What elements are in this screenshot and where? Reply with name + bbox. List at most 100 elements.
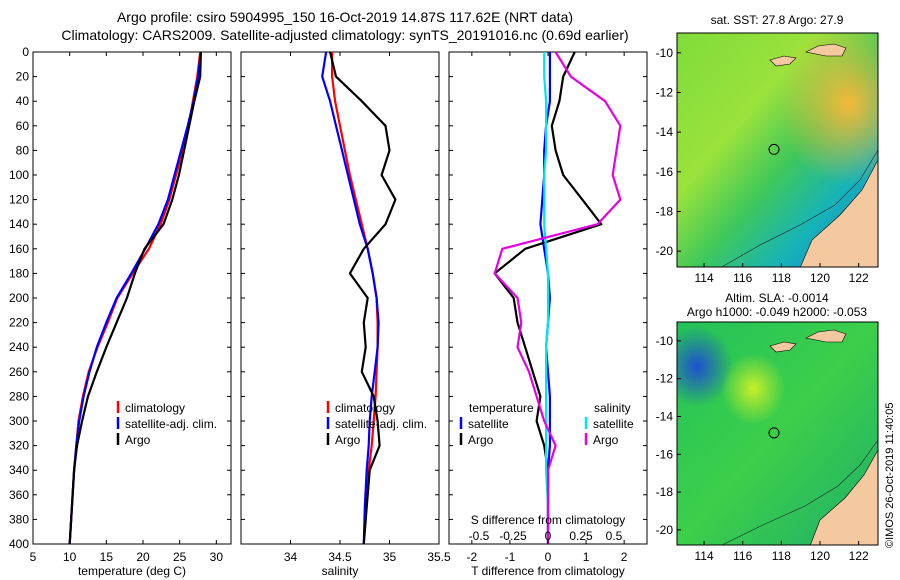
map-x-tick-label: 114 [694, 549, 713, 563]
map-y-tick-label: -10 [656, 46, 674, 60]
map-y-tick-label: -18 [656, 485, 674, 499]
x-tick-label: 35.5 [427, 550, 451, 564]
top-x-tick-label: 0.25 [569, 529, 593, 543]
argo-position-marker [768, 427, 780, 439]
map-y-tick-label: -12 [656, 85, 674, 99]
salinity-series [321, 52, 397, 544]
x-tick-label: 25 [173, 550, 187, 564]
map-y-tick-label: -20 [656, 244, 674, 258]
depth-tick-label: 140 [9, 217, 29, 231]
argo-position-marker [768, 143, 780, 155]
x-tick-label: 15 [100, 550, 114, 564]
map-y-tick-label: -10 [656, 334, 674, 348]
map-y-tick-label: -14 [656, 409, 674, 423]
legend-t-satellite: satellite [468, 417, 509, 431]
title-line-1: Argo profile: csiro 5904995_150 16-Oct-2… [117, 9, 573, 25]
map-y-tick-label: -12 [656, 372, 674, 386]
legend-satellite: satellite-adj. clim. [335, 417, 427, 431]
map-x-tick-label: 120 [810, 549, 830, 563]
legend-t-argo: Argo [468, 433, 494, 447]
salinity-legend: climatology satellite-adj. clim. Argo [326, 401, 427, 447]
x-tick-label: 2 [621, 550, 628, 564]
x-tick-label: 20 [136, 550, 150, 564]
salinity-plot-frame [240, 51, 440, 545]
depth-tick-label: 280 [9, 389, 29, 403]
temperature-series [68, 52, 202, 544]
difference-series [493, 52, 622, 544]
map-x-tick-label: 118 [772, 549, 791, 563]
top-x-tick-label: -0.25 [499, 529, 527, 543]
map-y-tick-label: -18 [656, 204, 674, 218]
legend-salinity-title: salinity [594, 401, 631, 415]
sst-map-frame [676, 32, 879, 268]
x-tick-label: 1 [583, 550, 590, 564]
land-australia [800, 159, 878, 267]
map-x-tick-label: 122 [849, 549, 869, 563]
map-x-tick-label: 118 [772, 271, 791, 285]
legend-climatology: climatology [335, 401, 395, 415]
series-line-satellite-adj-clim- [321, 52, 380, 544]
sst-map-y-ticks: -10 -12 -14 -16 -18 -20 [656, 46, 681, 258]
x-tick-label: -1 [505, 550, 516, 564]
series-line-temperature-argo [493, 52, 603, 544]
imos-credit: ©IMOS 26-Oct-2019 11:40:05 [884, 403, 896, 548]
series-line-salinity-argo [493, 52, 622, 544]
sst-map-title: sat. SST: 27.8 Argo: 27.9 [711, 13, 844, 27]
title-line-2: Climatology: CARS2009. Satellite-adjuste… [61, 27, 628, 43]
x-tick-label: 5 [30, 550, 37, 564]
depth-tick-label: 400 [9, 537, 29, 551]
depth-tick-label: 60 [16, 119, 30, 133]
land-island-east [805, 329, 847, 343]
depth-tick-label: 0 [22, 45, 29, 59]
map-x-tick-label: 114 [694, 271, 713, 285]
x-tick-label: -2 [467, 550, 478, 564]
land-island-east [805, 43, 847, 57]
series-line-argo [68, 52, 202, 544]
x-tick-label: 34.5 [328, 550, 352, 564]
map-x-tick-label: 116 [733, 271, 752, 285]
map-y-tick-label: -20 [656, 523, 674, 537]
sla-map-title-1: Altim. SLA: -0.0014 [725, 291, 829, 305]
map-y-tick-label: -16 [656, 447, 674, 461]
depth-tick-label: 120 [9, 193, 29, 207]
depth-tick-label: 20 [16, 70, 30, 84]
bathymetry-contour [721, 439, 878, 545]
map-x-tick-label: 122 [849, 271, 869, 285]
difference-top-xlabel: S difference from climatology [471, 513, 626, 527]
top-x-tick-label: 0.5 [606, 529, 623, 543]
depth-tick-label: 220 [9, 316, 29, 330]
difference-top-axis: -0.5 -0.25 0 0.25 0.5 [469, 529, 623, 543]
sla-map-frame [676, 321, 879, 546]
top-x-tick-label: -0.5 [469, 529, 490, 543]
depth-tick-label: 80 [16, 143, 30, 157]
depth-tick-label: 360 [9, 488, 29, 502]
map-x-tick-label: 116 [733, 549, 752, 563]
depth-tick-label: 340 [9, 463, 29, 477]
depth-tick-label: 200 [9, 291, 29, 305]
depth-tick-label: 300 [9, 414, 29, 428]
map-y-tick-label: -14 [656, 125, 674, 139]
difference-xlabel: T difference from climatology [471, 564, 625, 578]
map-x-tick-label: 120 [810, 271, 830, 285]
salinity-xlabel: salinity [322, 564, 359, 578]
x-tick-label: 34 [284, 550, 298, 564]
legend-climatology: climatology [125, 401, 185, 415]
land-island-west [769, 55, 797, 67]
sla-map [677, 322, 878, 545]
depth-tick-label: 100 [9, 168, 29, 182]
map-y-tick-label: -16 [656, 165, 674, 179]
x-tick-label: 10 [63, 550, 77, 564]
temperature-x-axis: 5 10 15 20 25 30 [30, 52, 223, 564]
temperature-legend: climatology satellite-adj. clim. Argo [116, 401, 217, 447]
salinity-x-axis: 34 34.5 35 35.5 [284, 52, 451, 564]
temperature-plot-frame [32, 51, 232, 545]
depth-tick-label: 260 [9, 365, 29, 379]
sst-map [677, 33, 878, 267]
legend-s-satellite: satellite [593, 417, 634, 431]
legend-satellite: satellite-adj. clim. [125, 417, 217, 431]
land-australia [810, 449, 878, 545]
difference-legend: temperature satellite Argo salinity sate… [459, 401, 634, 447]
sla-map-y-ticks: -10 -12 -14 -16 -18 -20 [656, 334, 681, 537]
x-tick-label: 0 [545, 550, 552, 564]
